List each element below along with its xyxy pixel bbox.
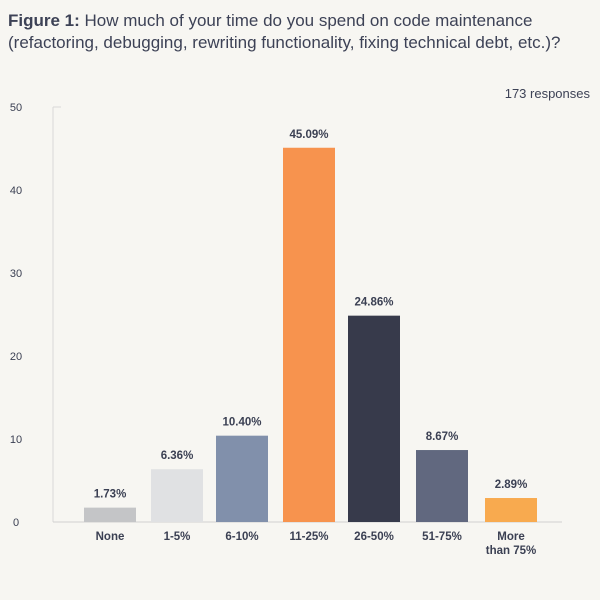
bar-4 xyxy=(348,315,400,522)
value-label: 10.40% xyxy=(222,417,261,429)
value-label: 1.73% xyxy=(94,489,127,501)
y-tick-label: 30 xyxy=(10,268,22,280)
bar-5 xyxy=(416,450,468,522)
title-line2: (refactoring, debugging, rewriting funct… xyxy=(8,33,561,52)
y-tick-label: 0 xyxy=(13,517,19,529)
y-tick-label: 50 xyxy=(10,102,22,114)
bar-3 xyxy=(283,147,335,523)
bar-0 xyxy=(84,507,136,522)
category-label: 26-50% xyxy=(354,531,394,543)
category-label: 51-75% xyxy=(422,531,462,543)
y-tick-label: 40 xyxy=(10,185,22,197)
category-label: 1-5% xyxy=(164,531,191,543)
value-label: 8.67% xyxy=(426,431,459,443)
category-label: None xyxy=(96,531,125,543)
category-label: 6-10% xyxy=(225,531,258,543)
value-label: 45.09% xyxy=(289,129,328,141)
category-label: 11-25% xyxy=(289,531,328,543)
y-tick-label: 20 xyxy=(10,351,22,363)
chart-title: Figure 1: How much of your time do you s… xyxy=(8,10,592,54)
bar-2 xyxy=(216,435,268,522)
title-line1: How much of your time do you spend on co… xyxy=(84,11,533,30)
category-label: than 75% xyxy=(486,545,537,557)
y-tick-label: 10 xyxy=(10,434,22,446)
category-label: More xyxy=(497,531,524,543)
value-label: 6.36% xyxy=(161,450,194,462)
value-label: 2.89% xyxy=(495,479,528,491)
response-count: 173 responses xyxy=(504,86,590,101)
bar-1 xyxy=(151,469,203,522)
value-label: 24.86% xyxy=(354,297,393,309)
bar-6 xyxy=(485,498,537,522)
title-prefix: Figure 1: xyxy=(8,11,80,30)
